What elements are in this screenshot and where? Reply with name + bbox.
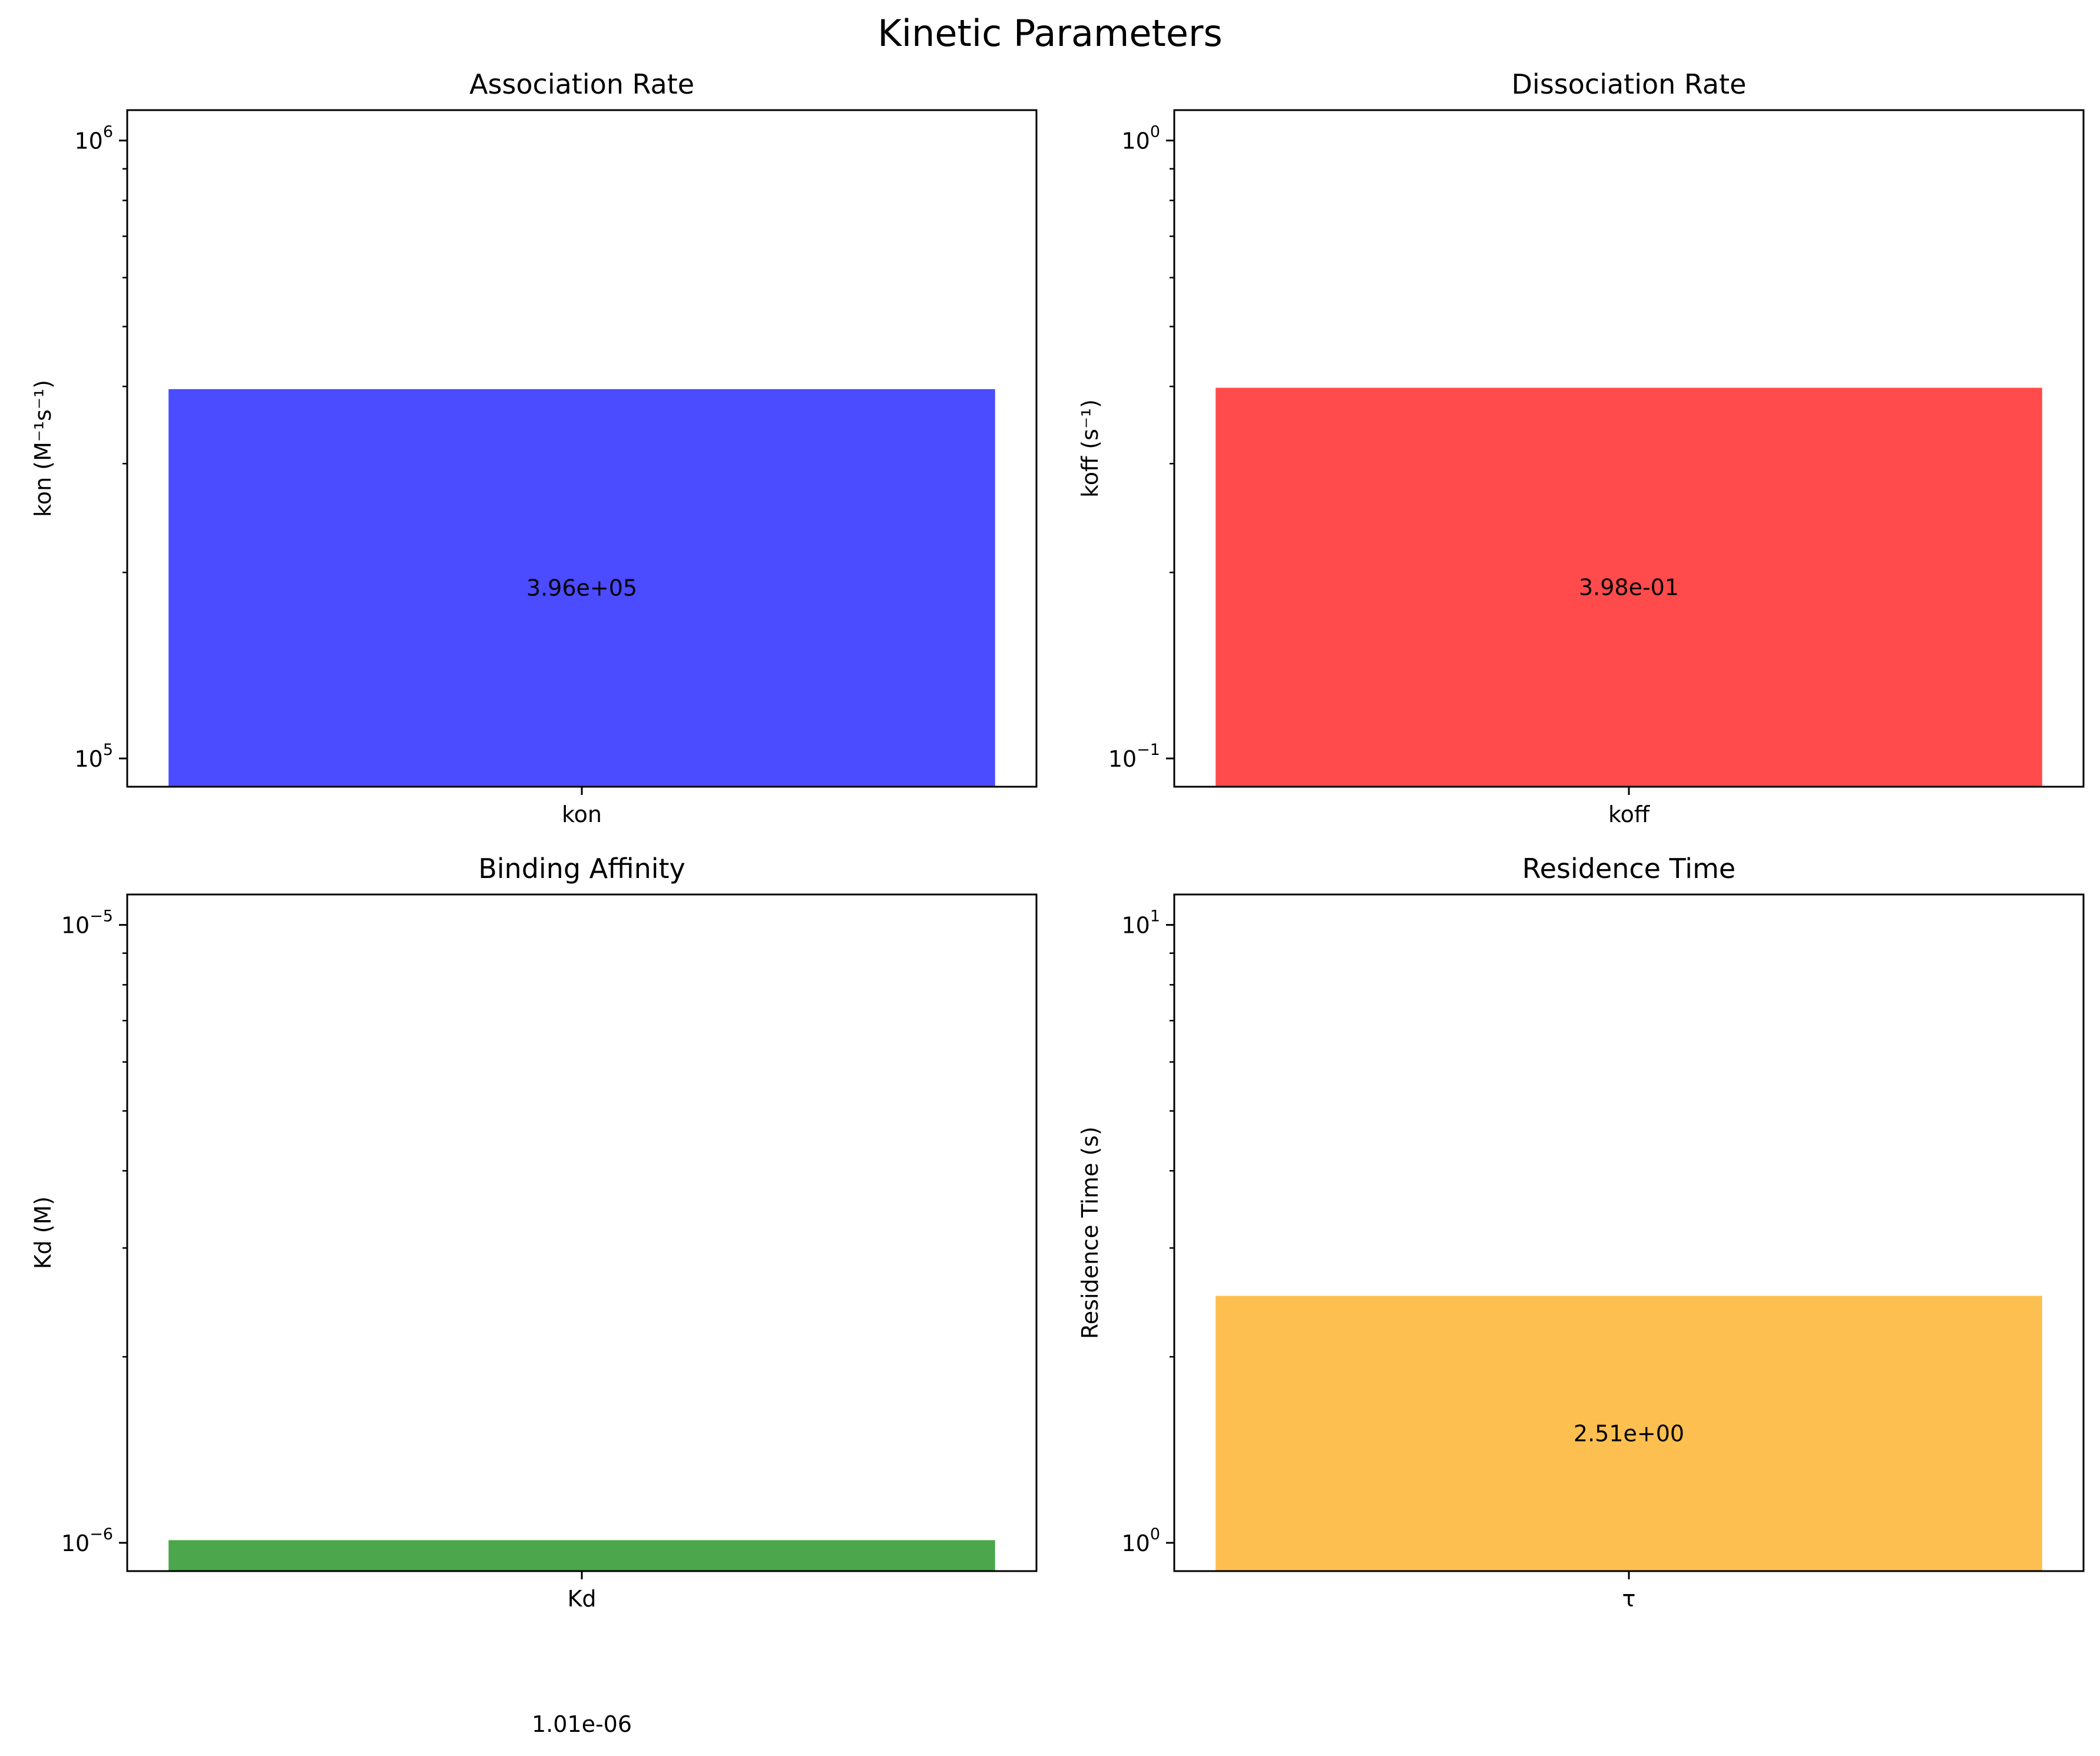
dissociation-rate-axes-frame xyxy=(1173,109,2085,788)
dissociation-rate-xtick-label: koff xyxy=(1608,801,1650,827)
association-rate-ylabel: kon (M⁻¹s⁻¹) xyxy=(30,380,56,517)
binding-affinity-panel: Binding Affinity 1.01e-06 Kd 10−6 10−5 Kd (M) xyxy=(30,853,1038,1737)
dissociation-rate-ytick-label: 10−1 xyxy=(1108,741,1160,772)
association-rate-title: Association Rate xyxy=(469,68,694,100)
residence-time-ytick-label: 101 xyxy=(1121,907,1160,939)
dissociation-rate-ytick-label: 100 xyxy=(1121,123,1160,154)
residence-time-xtick-label: τ xyxy=(1622,1586,1636,1612)
binding-affinity-value-label: 1.01e-06 xyxy=(532,1711,632,1737)
dissociation-rate-panel: Dissociation Rate 3.98e-01 koff 10−1 100 koff… xyxy=(1077,68,2085,827)
residence-time-ytick-label: 100 xyxy=(1121,1525,1160,1556)
residence-time-value-label: 2.51e+00 xyxy=(1574,1420,1684,1446)
association-rate-value-label: 3.96e+05 xyxy=(526,575,637,601)
association-rate-ytick-label: 106 xyxy=(74,123,113,154)
association-rate-panel: Association Rate 3.96e+05 kon 105 106 kon (M⁻… xyxy=(30,68,1038,827)
residence-time-panel: Residence Time 2.51e+00 τ 100 101 Residence T… xyxy=(1077,853,2085,1612)
binding-affinity-title: Binding Affinity xyxy=(478,853,685,884)
binding-affinity-ylabel: Kd (M) xyxy=(30,1197,56,1270)
residence-time-axes-frame xyxy=(1173,893,2085,1572)
dissociation-rate-ylabel: koff (s⁻¹) xyxy=(1077,399,1103,498)
dissociation-rate-value-label: 3.98e-01 xyxy=(1579,574,1679,600)
dissociation-rate-bar xyxy=(1215,387,2042,787)
binding-affinity-axes-frame xyxy=(126,893,1038,1572)
binding-affinity-ytick-label: 10−5 xyxy=(61,907,113,939)
binding-affinity-ytick-label: 10−6 xyxy=(61,1525,113,1556)
residence-time-ylabel: Residence Time (s) xyxy=(1077,1127,1103,1339)
association-rate-xtick-label: kon xyxy=(562,801,602,827)
dissociation-rate-title: Dissociation Rate xyxy=(1512,68,1747,100)
association-rate-bar xyxy=(168,389,995,787)
association-rate-axes-frame xyxy=(126,109,1038,788)
residence-time-bar xyxy=(1215,1296,2042,1571)
figure-title: Kinetic Parameters xyxy=(877,12,1223,55)
residence-time-title: Residence Time xyxy=(1522,853,1735,884)
binding-affinity-bar xyxy=(168,1540,995,1571)
association-rate-ytick-label: 105 xyxy=(74,741,113,772)
binding-affinity-xtick-label: Kd xyxy=(567,1586,596,1612)
panels: Association Rate 3.96e+05 kon 105 106 kon (M⁻… xyxy=(30,68,2085,1737)
